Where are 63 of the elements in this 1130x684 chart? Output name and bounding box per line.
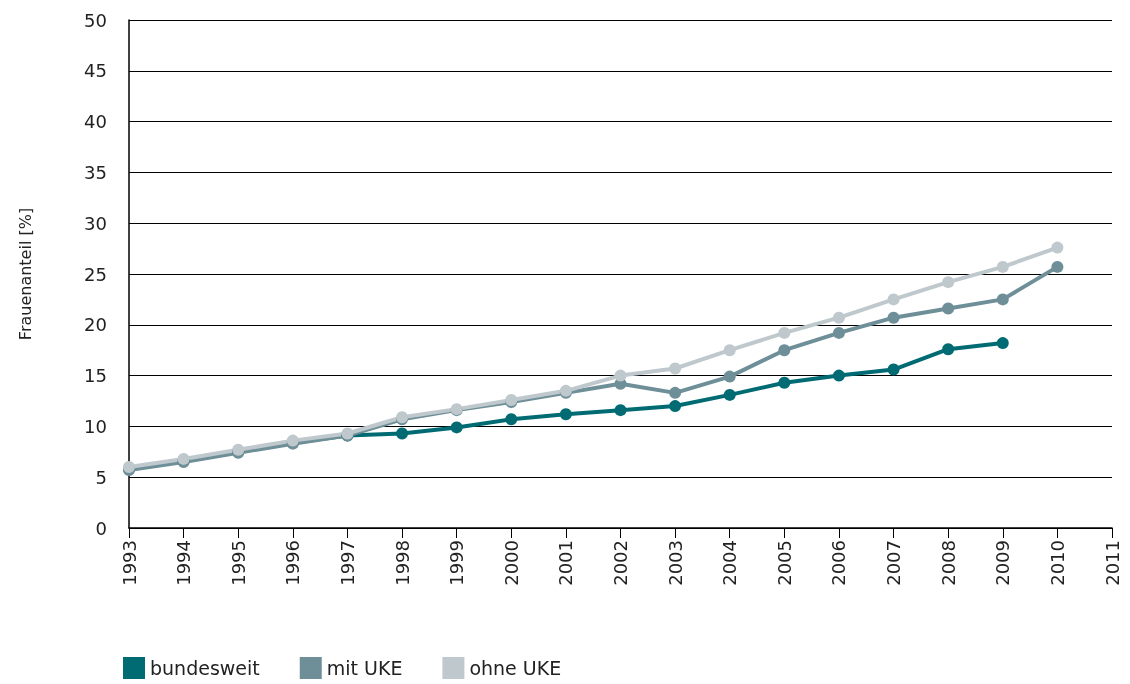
x-tick-label: 1998 [391,540,413,586]
point [450,421,463,434]
x-tick-label: 2010 [1046,540,1068,586]
y-tick-label: 45 [84,60,107,82]
point [996,260,1009,273]
x-tick-label: 2000 [500,540,522,586]
x-tick-label: 1996 [282,540,304,586]
x-tick-label: 2001 [555,540,577,586]
point [669,362,682,375]
x-tick-label: 2003 [664,540,686,586]
point [669,386,682,399]
legend-label: bundesweit [150,657,260,679]
point [723,370,736,383]
y-tick-label: 25 [84,263,107,285]
x-tick-label: 2008 [937,540,959,586]
x-tick-label: 2006 [828,540,850,586]
y-tick-label: 5 [95,466,107,488]
y-tick-label: 35 [84,161,107,183]
point [887,293,900,306]
point [832,369,845,382]
point [723,344,736,357]
x-tick-label: 1999 [446,540,468,586]
y-tick-label: 0 [95,517,107,539]
point [396,427,409,440]
point [942,343,955,356]
point [942,302,955,315]
x-tick-label: 1994 [173,540,195,586]
point [669,400,682,413]
y-tick-label: 30 [84,212,107,234]
x-tick-label: 2002 [610,540,631,586]
point [1051,241,1064,254]
point [559,408,572,421]
x-tick-label: 2004 [719,540,741,586]
x-tick-label: 1995 [227,540,249,586]
y-tick-label: 50 [84,9,107,31]
point [996,293,1009,306]
x-tick-label: 1993 [118,540,140,586]
point [505,413,518,426]
point [887,311,900,324]
y-tick-label: 20 [84,314,107,336]
point [887,363,900,376]
point [996,337,1009,350]
x-tick-label: 1997 [336,540,358,586]
point [778,326,791,339]
y-tick-label: 10 [84,415,107,437]
point [832,311,845,324]
point [942,276,955,289]
y-axis-title: Frauenanteil [%] [15,207,35,341]
y-tick-label: 15 [84,365,107,387]
point [723,388,736,401]
point [614,369,627,382]
y-tick-label: 40 [84,111,107,133]
point [1051,260,1064,273]
legend-label: ohne UKE [469,657,562,679]
x-tick-label: 2005 [773,540,795,586]
point [614,404,627,417]
point [778,344,791,357]
x-tick-label: 2011 [1101,540,1123,586]
x-tick-label: 2007 [883,540,905,586]
legend-label: mit UKE [326,657,403,679]
x-tick-label: 2009 [992,540,1014,586]
point [832,326,845,339]
point [778,376,791,389]
